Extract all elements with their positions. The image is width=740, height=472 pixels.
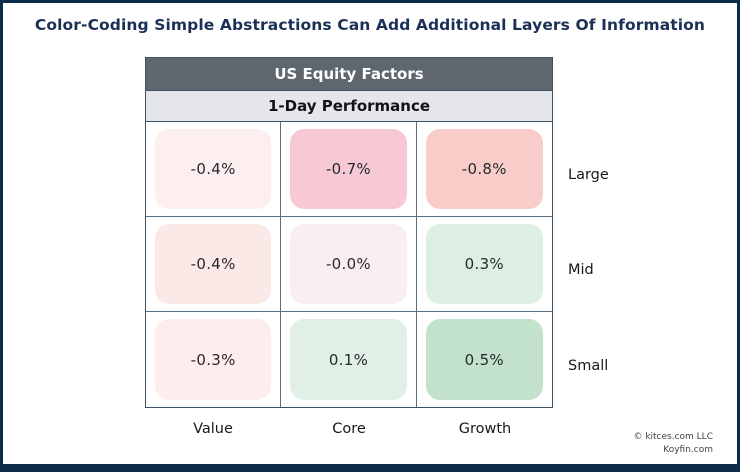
row-label-mid: Mid: [568, 262, 594, 278]
column-labels: Value Core Growth: [145, 421, 553, 437]
heatmap-value: 0.1%: [290, 319, 407, 400]
heatmap-table: US Equity Factors 1-Day Performance -0.4…: [145, 57, 553, 408]
heatmap-cell-large-growth: -0.8%: [416, 122, 552, 217]
row-label-small: Small: [568, 358, 609, 374]
heatmap-cell-mid-core: -0.0%: [281, 217, 417, 312]
column-label-value: Value: [193, 421, 233, 437]
heatmap-grid: -0.4% -0.7% -0.8% -0.4% -0.0% 0.3% -0.3%…: [146, 122, 552, 407]
heatmap-value: -0.7%: [290, 129, 407, 209]
heatmap-cell-mid-growth: 0.3%: [416, 217, 552, 312]
heatmap-cell-small-core: 0.1%: [281, 312, 417, 407]
heatmap-value: 0.5%: [425, 319, 543, 400]
attribution-line-2: Koyfin.com: [663, 444, 713, 455]
attribution-line-1: © kitces.com LLC: [633, 431, 713, 442]
heatmap-cell-mid-value: -0.4%: [146, 217, 282, 312]
heatmap-value: -0.4%: [155, 129, 272, 209]
heatmap-value: -0.4%: [155, 224, 272, 304]
column-label-core: Core: [332, 421, 366, 437]
heatmap-cell-small-growth: 0.5%: [416, 312, 552, 407]
chart-title: Color-Coding Simple Abstractions Can Add…: [34, 16, 706, 34]
heatmap-value: -0.0%: [290, 224, 407, 304]
table-subheader: 1-Day Performance: [146, 91, 552, 122]
heatmap-value: -0.3%: [155, 319, 272, 400]
heatmap-cell-large-value: -0.4%: [146, 122, 282, 217]
heatmap-cell-small-value: -0.3%: [146, 312, 282, 407]
column-label-growth: Growth: [458, 421, 512, 437]
attribution: © kitces.com LLC Koyfin.com: [633, 431, 713, 457]
row-label-large: Large: [568, 167, 609, 183]
heatmap-value: -0.8%: [425, 129, 543, 209]
table-header: US Equity Factors: [146, 58, 552, 91]
heatmap-cell-large-core: -0.7%: [281, 122, 417, 217]
heatmap-value: 0.3%: [425, 224, 543, 304]
